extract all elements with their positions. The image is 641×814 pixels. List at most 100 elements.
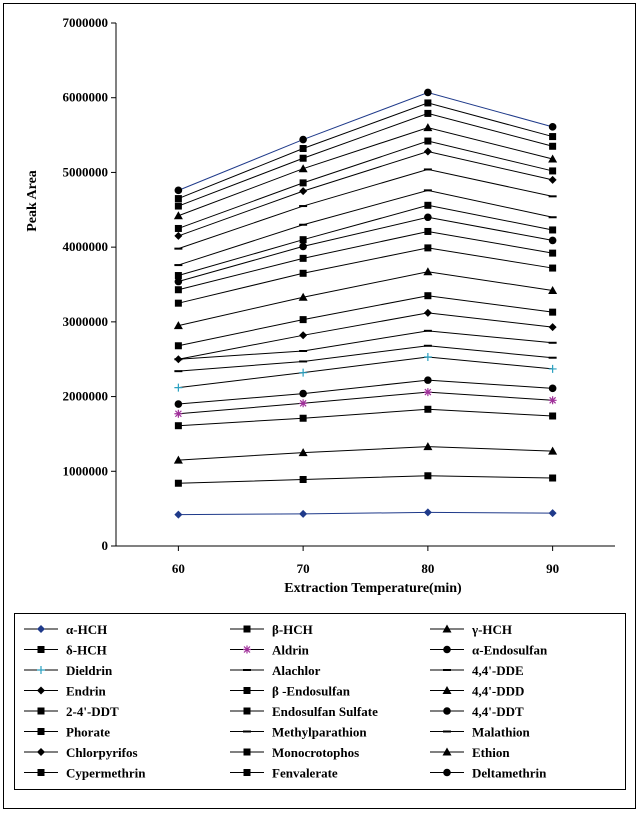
legend-entry: 4,4'-DDE	[430, 663, 524, 678]
y-tick-label: 3000000	[63, 314, 109, 329]
series-12	[173, 267, 558, 330]
legend-label: Alachlor	[272, 663, 321, 678]
data-point	[548, 323, 557, 332]
data-point	[424, 405, 432, 413]
series-line	[178, 271, 553, 327]
series-line	[178, 511, 553, 516]
legend-label: 2-4'-DDT	[66, 704, 119, 719]
data-point	[424, 137, 432, 145]
y-tick-label: 4000000	[63, 239, 109, 254]
legend-entry: Endosulfan Sulfate	[230, 704, 378, 719]
series-line	[178, 230, 553, 291]
series-5	[174, 388, 557, 418]
data-point	[173, 211, 183, 220]
data-point	[299, 368, 308, 377]
data-point	[299, 254, 307, 262]
data-point	[424, 472, 432, 480]
data-point	[423, 123, 433, 132]
y-axis-title: Peak Area	[25, 170, 40, 232]
data-point	[548, 364, 557, 373]
series-line	[178, 391, 553, 415]
legend-marker	[37, 666, 45, 674]
series-7	[174, 352, 557, 392]
data-point	[423, 442, 433, 451]
series-line	[178, 475, 553, 484]
legend-marker	[37, 646, 45, 653]
legend-marker	[37, 748, 45, 756]
legend-label: β -Endosulfan	[272, 684, 351, 699]
data-point	[424, 292, 432, 300]
legend-marker	[243, 645, 251, 654]
data-point	[424, 88, 432, 97]
legend-entry: δ-HCH	[24, 643, 107, 658]
data-point	[424, 109, 432, 117]
legend-marker	[243, 707, 251, 715]
data-point	[298, 164, 308, 173]
series-4	[174, 405, 557, 430]
data-point	[423, 508, 432, 517]
legend-label: α-HCH	[66, 622, 107, 637]
x-tick-label: 60	[172, 561, 185, 576]
data-point	[174, 195, 182, 203]
legend-label: Aldrin	[272, 643, 310, 658]
x-axis-title: Extraction Temperature(min)	[284, 581, 462, 596]
data-point	[174, 409, 183, 418]
legend-marker	[443, 645, 451, 654]
y-tick-label: 5000000	[63, 164, 109, 179]
legend-label: Cypermethrin	[66, 766, 146, 781]
data-point	[424, 244, 432, 252]
data-point	[174, 186, 183, 195]
series-line	[178, 150, 553, 237]
series-line	[178, 140, 553, 229]
data-point	[174, 342, 182, 350]
data-point	[174, 479, 182, 487]
series-line	[178, 112, 553, 207]
legend-label: Fenvalerate	[272, 766, 338, 781]
series-line	[178, 312, 553, 360]
data-point	[298, 292, 308, 301]
data-point	[548, 285, 558, 294]
legend-entry: Methylparathion	[230, 725, 367, 740]
data-point	[299, 414, 307, 422]
data-point	[548, 384, 557, 393]
series-11	[174, 292, 557, 350]
legend-box	[14, 613, 626, 790]
legend-label: α-Endosulfan	[472, 643, 548, 658]
legend-label: Monocrotophos	[272, 745, 359, 760]
series-line	[178, 127, 553, 217]
data-point	[548, 396, 557, 405]
data-point	[424, 376, 432, 384]
series-line	[178, 247, 553, 304]
legend-label: Ethion	[472, 745, 510, 760]
legend-entry: Phorate	[24, 725, 110, 740]
series-15	[174, 213, 557, 286]
legend-label: 4,4'-DDT	[472, 704, 524, 719]
series-18	[174, 168, 557, 250]
legend-marker	[243, 748, 251, 756]
series-line	[178, 189, 553, 266]
data-point	[299, 154, 307, 162]
legend-entry: Fenvalerate	[230, 766, 338, 781]
legend-entry: α-Endosulfan	[430, 643, 548, 658]
series-line	[178, 345, 553, 372]
legend-label: Malathion	[472, 725, 531, 740]
data-point	[174, 422, 182, 430]
data-point	[424, 213, 432, 222]
legend-marker	[37, 728, 45, 735]
series-21	[173, 123, 558, 220]
series-14	[174, 227, 557, 294]
legend-label: δ-HCH	[66, 643, 107, 658]
data-point	[174, 510, 183, 519]
data-point	[549, 226, 557, 234]
data-point	[299, 509, 308, 518]
series-23	[174, 99, 557, 203]
data-point	[424, 201, 432, 209]
legend-marker	[37, 686, 45, 695]
data-point	[299, 145, 307, 153]
legend-marker	[243, 625, 251, 633]
x-tick-label: 70	[297, 561, 310, 576]
series-10	[174, 308, 557, 364]
legend-label: 4,4'-DDE	[472, 663, 524, 678]
data-point	[423, 352, 432, 361]
